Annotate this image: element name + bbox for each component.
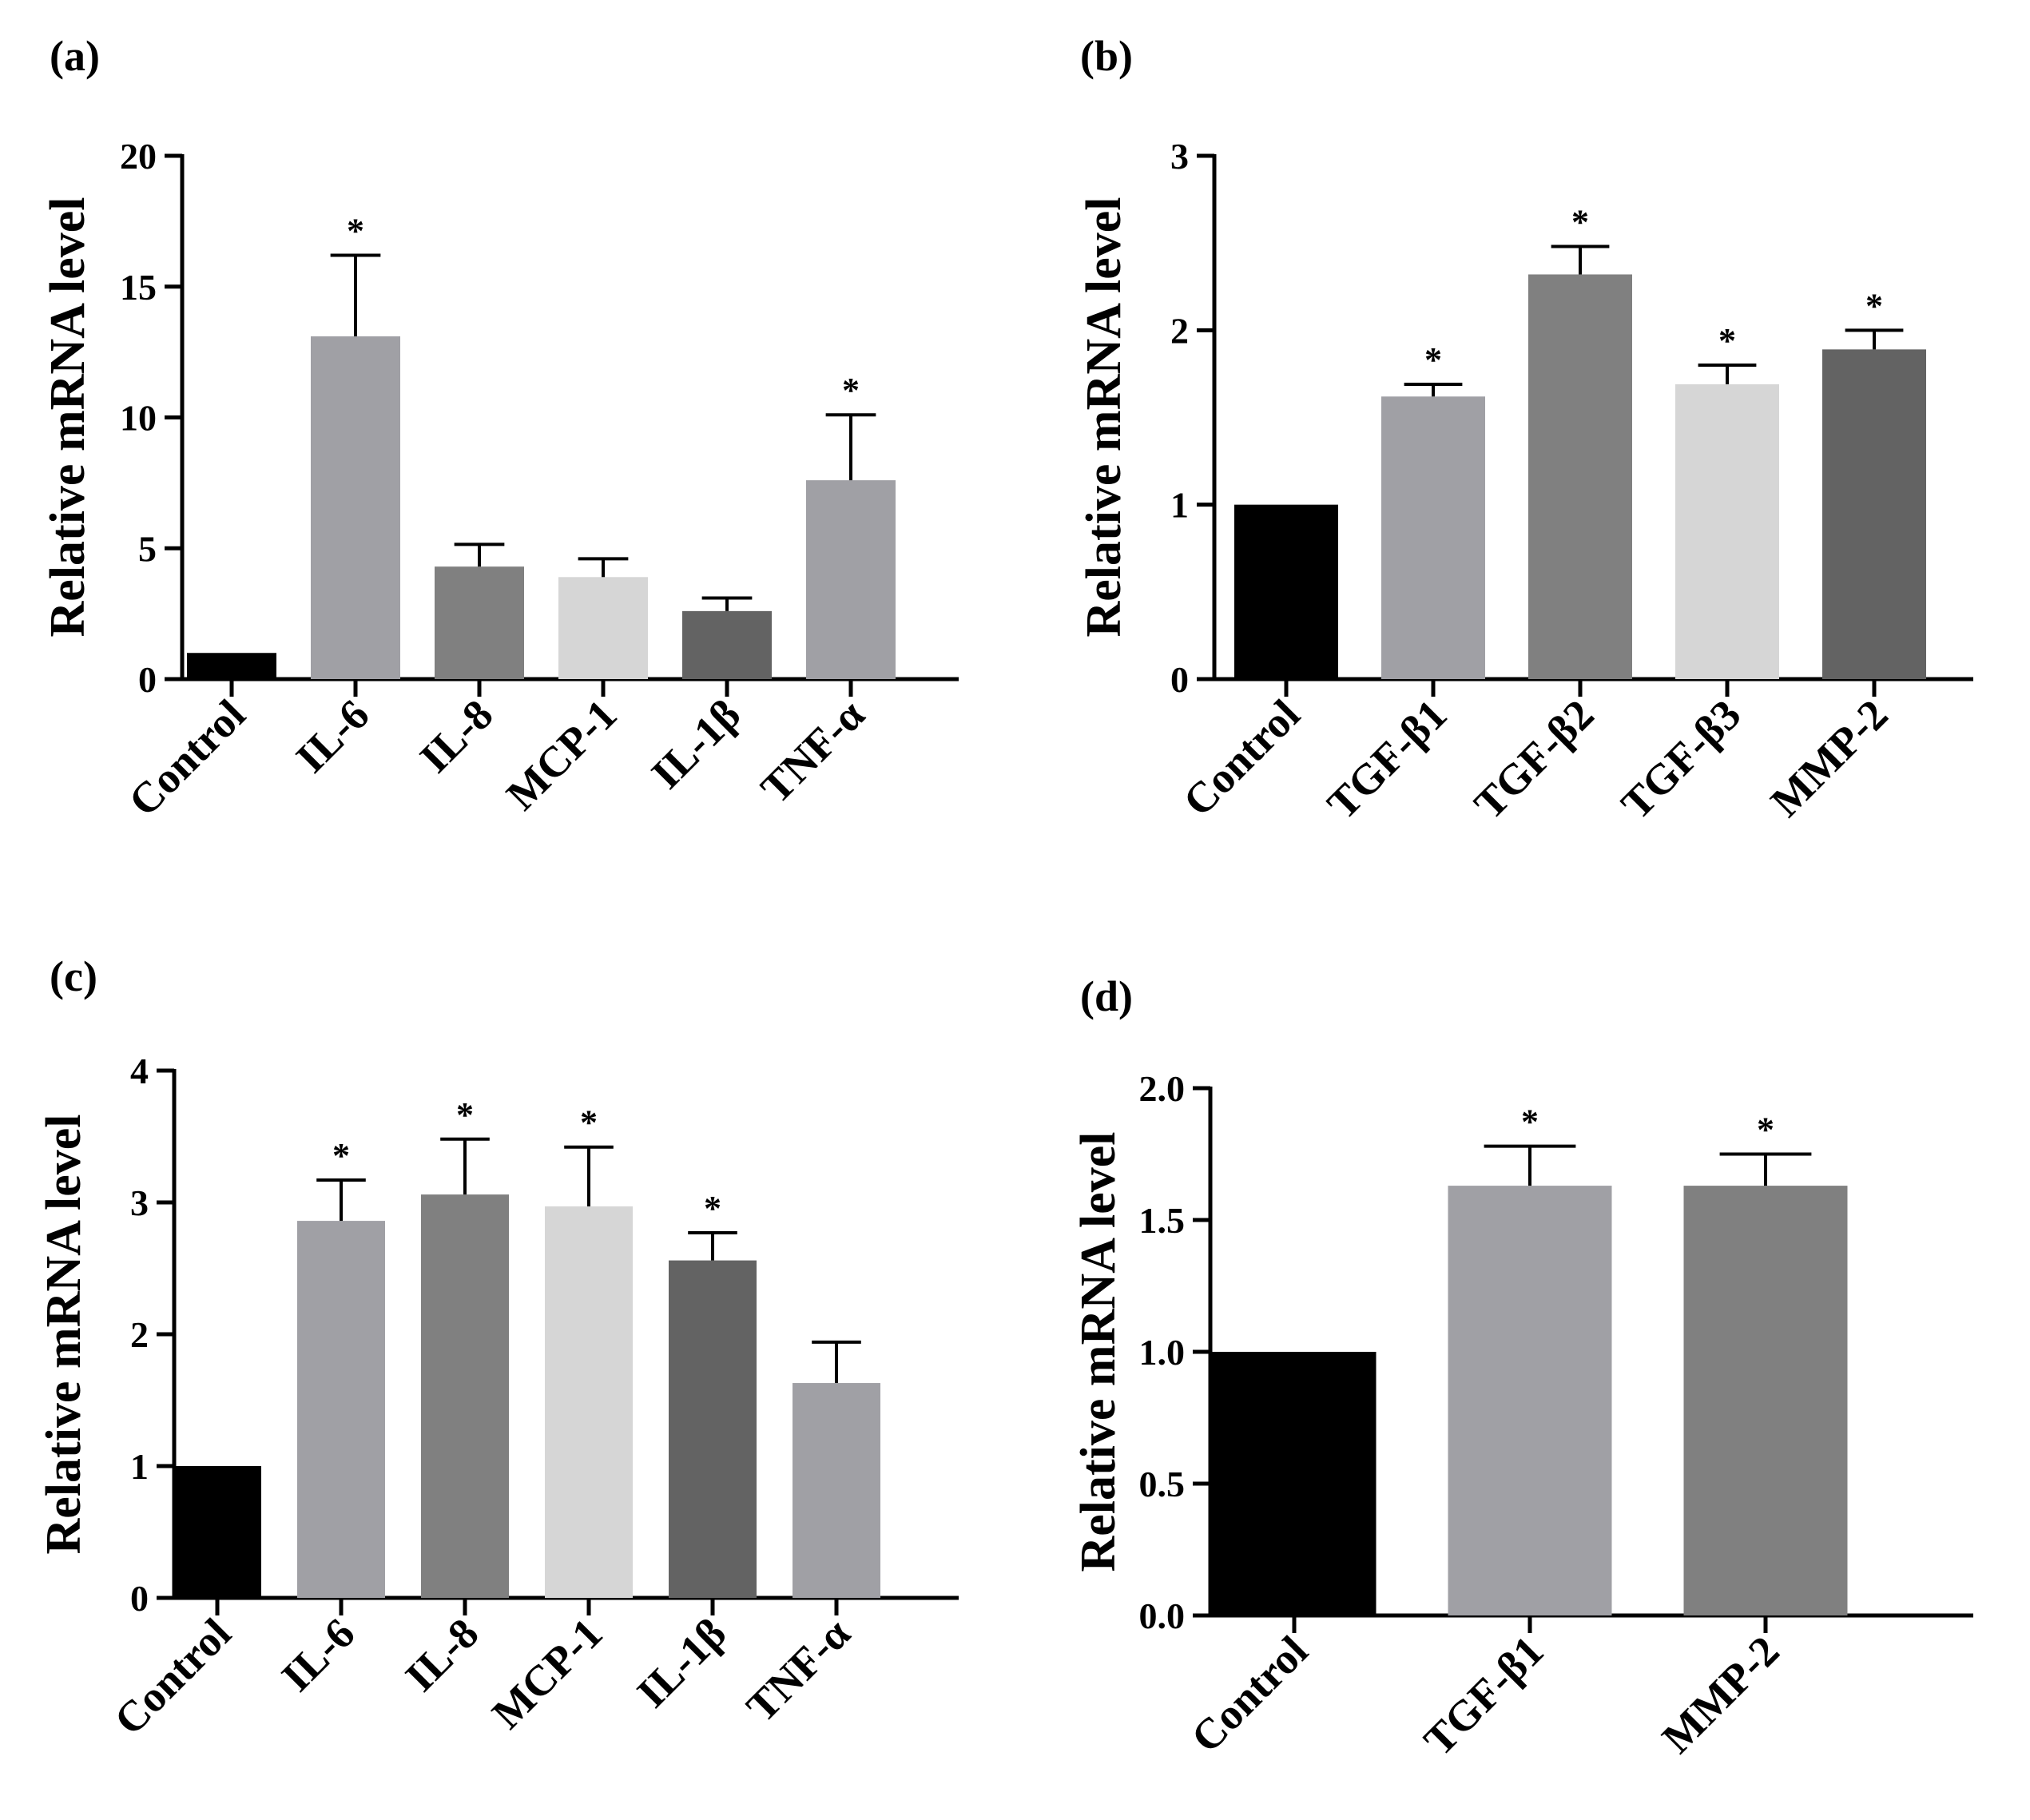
y-axis-label: Relative mRNA level: [41, 197, 95, 638]
y-tick-label: 15: [120, 267, 157, 308]
bar-mmp-2: [1683, 1186, 1848, 1615]
x-tick-label: IL-8: [411, 690, 503, 782]
y-tick-label: 0: [130, 1578, 149, 1619]
significance-marker: *: [842, 371, 860, 410]
bar-tnf-: [793, 1383, 880, 1598]
y-tick-label: 5: [138, 528, 157, 569]
significance-marker: *: [1718, 321, 1736, 360]
bar-mmp-2: [1822, 349, 1926, 679]
x-tick-label: TGF-β1: [1318, 690, 1456, 829]
significance-marker: *: [580, 1103, 598, 1142]
bar-control: [1212, 1352, 1377, 1615]
panel-label: (a): [50, 32, 100, 80]
panel-d: (d) Relative mRNA level 0.0 0.5 1.0 1.5 2.0 Con…: [1071, 972, 1973, 1765]
bar-tgf-3: [1675, 384, 1779, 679]
bar-tgf-1: [1381, 396, 1485, 679]
bar-tgf-2: [1528, 274, 1632, 679]
significance-marker: *: [1424, 340, 1442, 379]
y-tick-label: 0.0: [1139, 1595, 1186, 1636]
x-tick-label: Control: [119, 690, 254, 825]
y-tick-label: 2: [1170, 310, 1189, 351]
y-tick-label: 20: [120, 136, 157, 177]
y-tick-label: 0: [1170, 659, 1189, 700]
panel-a: (a) Relative mRNA level 0 5 10 15 20 Control * IL…: [41, 32, 959, 825]
x-tick-label: IL-6: [272, 1609, 364, 1701]
x-tick-label: Control: [1174, 690, 1309, 825]
y-axis-label: Relative mRNA level: [1077, 197, 1131, 638]
bar-mcp-1: [545, 1206, 633, 1598]
significance-marker: *: [704, 1189, 721, 1228]
significance-marker: *: [456, 1095, 474, 1135]
y-tick-label: 10: [120, 398, 157, 439]
x-tick-label: TGF-β1: [1415, 1627, 1553, 1765]
bar-il-1-: [682, 610, 772, 679]
y-tick-label: 0.5: [1139, 1464, 1186, 1504]
x-tick-label: TNF-α: [752, 690, 874, 813]
significance-marker: *: [1571, 203, 1589, 242]
bar-il-8: [421, 1194, 509, 1598]
x-tick-label: IL-1β: [642, 690, 750, 798]
y-tick-label: 1: [1170, 485, 1189, 526]
y-tick-label: 1: [130, 1446, 149, 1487]
significance-marker: *: [332, 1136, 350, 1175]
x-tick-label: Control: [105, 1609, 240, 1744]
bar-control: [173, 1466, 261, 1598]
y-tick-label: 1.0: [1139, 1332, 1186, 1373]
bar-il-1-: [669, 1260, 757, 1598]
panel-label: (c): [50, 952, 97, 1000]
x-tick-label: IL-6: [287, 690, 379, 782]
bar-il-6: [297, 1221, 385, 1598]
y-axis-label: Relative mRNA level: [37, 1115, 91, 1555]
bar-tnf-: [806, 480, 896, 679]
y-tick-label: 0: [138, 659, 157, 700]
panel-label: (d): [1080, 972, 1133, 1020]
x-tick-label: IL-1β: [628, 1609, 736, 1717]
y-tick-label: 2.0: [1139, 1068, 1186, 1109]
y-tick-label: 2: [130, 1314, 149, 1355]
y-tick-label: 3: [1170, 136, 1189, 177]
y-axis-label: Relative mRNA level: [1071, 1132, 1126, 1572]
x-tick-label: MMP-2: [1762, 690, 1897, 826]
y-tick-label: 3: [130, 1182, 149, 1223]
bar-il-8: [435, 566, 524, 679]
significance-marker: *: [1865, 286, 1883, 325]
y-tick-label: 1.5: [1139, 1200, 1186, 1241]
x-tick-label: MCP-1: [497, 690, 626, 819]
bar-control: [187, 653, 276, 679]
x-tick-label: TNF-α: [737, 1609, 860, 1731]
x-tick-label: IL-8: [396, 1609, 488, 1701]
x-tick-label: TGF-β2: [1465, 690, 1603, 829]
bar-tgf-1: [1448, 1186, 1612, 1615]
bar-control: [1234, 504, 1338, 679]
significance-marker: *: [347, 211, 364, 250]
panel-b: (b) Relative mRNA level 0 1 2 3 Control * TGF-β1…: [1077, 32, 1973, 829]
panel-label: (b): [1080, 32, 1133, 80]
x-tick-label: MMP-2: [1653, 1627, 1789, 1762]
panel-c: (c) Relative mRNA level 0 1 2 3 4 Control * IL-6 *…: [37, 952, 959, 1744]
x-tick-label: MCP-1: [483, 1609, 611, 1738]
x-tick-label: Control: [1182, 1627, 1317, 1762]
y-tick-label: 4: [130, 1051, 149, 1091]
significance-marker: *: [1757, 1111, 1774, 1150]
significance-marker: *: [1521, 1103, 1539, 1142]
x-tick-label: TGF-β3: [1612, 690, 1750, 829]
bar-mcp-1: [558, 577, 648, 679]
bar-il-6: [311, 336, 400, 679]
